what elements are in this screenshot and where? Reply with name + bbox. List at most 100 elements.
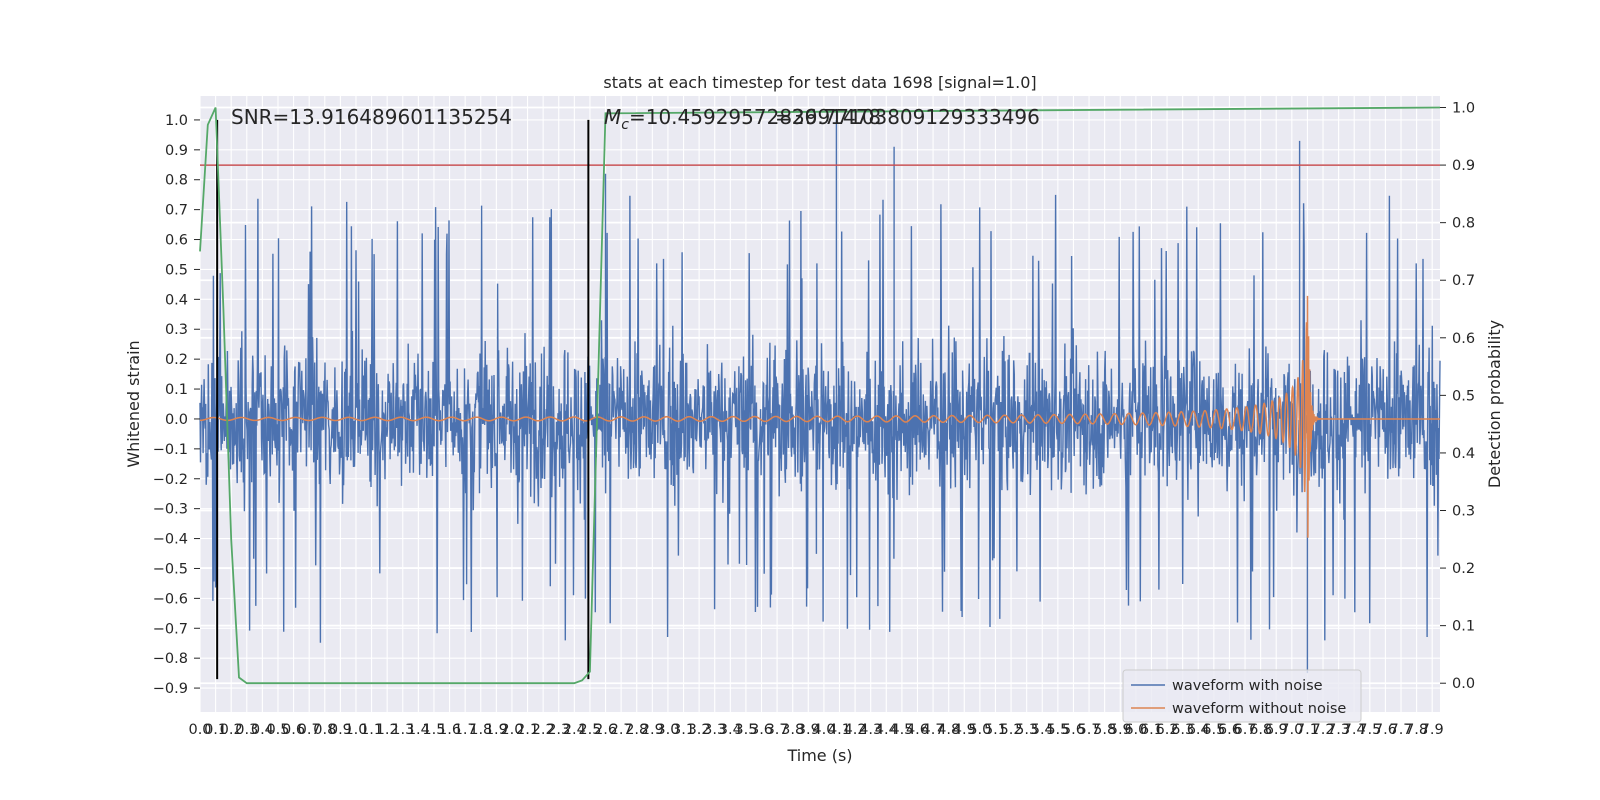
x-tick-label: 1.6	[438, 722, 461, 738]
x-tick-label: 1.4	[407, 722, 430, 738]
y-tick-labels: 1.0 0.9 0.8 0.7 0.6 0.5 0.4 0.3 0.2 0.1 0.0 −0.1 −0.…	[153, 113, 200, 697]
snr-annotation: SNR=13.916489601135254	[231, 105, 512, 129]
x-tick-label: 5.3	[1015, 722, 1038, 738]
y-tick-label: 0.0	[165, 412, 188, 428]
legend-label-clean: waveform without noise	[1172, 701, 1346, 717]
x-tick-label: 2.8	[625, 722, 648, 738]
x-axis-label: Time (s)	[786, 746, 852, 765]
x-tick-label: 6.6	[1218, 722, 1241, 738]
noise-trace	[199, 119, 1441, 674]
x-tick-label: 7.2	[1311, 722, 1334, 738]
y-tick-label: 0.1	[165, 382, 188, 398]
x-tick-label: 6.4	[1187, 722, 1210, 738]
x-tick-label: 4.6	[906, 722, 929, 738]
y-tick-label: 0.2	[165, 352, 188, 368]
x-tick-label: 7.0	[1280, 722, 1303, 738]
x-tick-label: 5.7	[1078, 722, 1101, 738]
y2-axis-label: Detection probability	[1485, 320, 1504, 488]
x-tick-label: 3.5	[734, 722, 757, 738]
series-waveform-without-noise	[200, 295, 1440, 538]
y-tick-label: −0.6	[153, 591, 188, 607]
x-tick-label: 3.3	[703, 722, 726, 738]
y-tick-label: −0.4	[153, 532, 188, 548]
legend-label-noise: waveform with noise	[1172, 678, 1323, 694]
x-tick-label: 1.7	[454, 722, 477, 738]
mc-annotation-overlap: =26.77103809129333496	[775, 105, 1040, 129]
x-tick-label: 2.3	[547, 722, 570, 738]
y-axis-label: Whitened strain	[124, 340, 143, 467]
x-tick-label: 4.9	[953, 722, 976, 738]
y-tick-label: −0.2	[153, 472, 188, 488]
x-tick-label: 7.3	[1327, 722, 1350, 738]
x-tick-label: 1.0	[344, 722, 367, 738]
x-tick-label: 5.0	[968, 722, 991, 738]
x-tick-label: 3.7	[766, 722, 789, 738]
clean-trace	[200, 295, 1440, 538]
mc-annotation: Mc=10.4592957283991478	[604, 105, 881, 133]
chart-title: stats at each timestep for test data 169…	[603, 73, 1036, 92]
legend-box	[1122, 669, 1362, 723]
x-tick-label: 1.8	[469, 722, 492, 738]
y2-tick-labels: 1.0 0.9 0.8 0.7 0.6 0.5 0.4 0.3 0.2 0.1 0.0	[1440, 101, 1475, 692]
y2-tick-label: 0.3	[1452, 504, 1475, 520]
x-tick-label: 0.1	[204, 722, 227, 738]
x-tick-label: 7.9	[1421, 722, 1444, 738]
x-tick-label: 0.5	[266, 722, 289, 738]
y-tick-label: 0.9	[165, 143, 188, 159]
x-tick-label: 3.1	[672, 722, 695, 738]
x-tick-label: 4.0	[812, 722, 835, 738]
x-tick-label: 6.2	[1156, 722, 1179, 738]
x-tick-label: 5.9	[1109, 722, 1132, 738]
y2-tick-label: 0.8	[1452, 216, 1475, 232]
x-tick-label: 0.7	[298, 722, 321, 738]
x-tick-label: 7.4	[1343, 722, 1366, 738]
x-tick-label: 0.9	[329, 722, 352, 738]
y2-tick-label: 0.6	[1452, 331, 1475, 347]
x-tick-label: 5.6	[1062, 722, 1085, 738]
y-tick-label: 0.5	[165, 262, 188, 278]
mc-value: =10.4592957283991478	[629, 105, 881, 129]
y-tick-label: 0.3	[165, 322, 188, 338]
x-tick-label: 7.6	[1374, 722, 1397, 738]
y-tick-label: 0.8	[165, 173, 188, 189]
y2-tick-label: 0.1	[1452, 619, 1475, 635]
x-tick-label: 1.2	[376, 722, 399, 738]
x-tick-label: 3.6	[750, 722, 773, 738]
y-tick-label: 1.0	[165, 113, 188, 129]
x-tick-label: 6.5	[1202, 722, 1225, 738]
x-tick-label: 2.7	[610, 722, 633, 738]
y2-tick-label: 0.0	[1452, 676, 1475, 692]
x-tick-label: 4.4	[875, 722, 898, 738]
x-tick-label: 1.1	[360, 722, 383, 738]
y-tick-label: 0.4	[165, 292, 188, 308]
x-tick-label: 6.8	[1249, 722, 1272, 738]
x-tick-label: 0.2	[220, 722, 243, 738]
x-tick-label: 2.2	[532, 722, 555, 738]
series-waveform-with-noise	[199, 119, 1441, 674]
y2-tick-label: 0.7	[1452, 273, 1475, 289]
series-detection-probability	[199, 106, 1441, 685]
y-tick-label: −0.9	[153, 681, 188, 697]
y-tick-label: −0.7	[153, 621, 188, 637]
x-tick-label: 1.3	[391, 722, 414, 738]
x-tick-label: 4.3	[859, 722, 882, 738]
y-tick-label: 0.7	[165, 203, 188, 219]
x-tick-label: 2.9	[641, 722, 664, 738]
x-tick-label: 7.5	[1358, 722, 1381, 738]
y-tick-label: −0.1	[153, 442, 188, 458]
y-tick-label: −0.5	[153, 561, 188, 577]
x-tick-label: 5.2	[1000, 722, 1023, 738]
x-tick-label: 0.6	[282, 722, 305, 738]
x-tick-label: 4.2	[844, 722, 867, 738]
y-tick-label: 0.6	[165, 233, 188, 249]
probability-trace	[199, 106, 1441, 685]
x-tick-label: 3.8	[781, 722, 804, 738]
x-tick-label: 4.8	[937, 722, 960, 738]
x-tick-label: 0.3	[235, 722, 258, 738]
x-tick-label: 1.5	[422, 722, 445, 738]
y-tick-label: −0.3	[153, 502, 188, 518]
x-tick-label: 0.0	[188, 722, 211, 738]
x-tick-label: 1.9	[485, 722, 508, 738]
x-tick-label: 0.8	[313, 722, 336, 738]
